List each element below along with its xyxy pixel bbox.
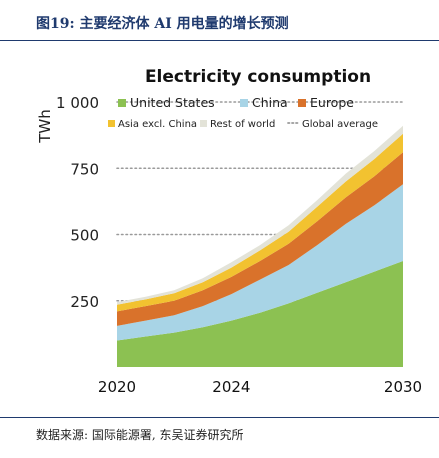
figure-title: 图19: 主要经济体 AI 用电量的增长预测	[36, 16, 289, 32]
legend: United States China Europe Asia excl. China…	[108, 95, 378, 130]
chart-title: Electricity consumption	[145, 67, 371, 87]
legend-swatch-europe	[298, 99, 306, 107]
y-axis-label: TWh	[36, 109, 54, 144]
legend-label-united-states: United States	[130, 95, 215, 110]
x-tick-labels: 2020 2024 2030	[98, 378, 422, 396]
legend-label-europe: Europe	[310, 95, 354, 110]
legend-label-global-average: Global average	[302, 119, 378, 130]
header-band	[0, 0, 439, 5]
legend-label-rest-of-world: Rest of world	[210, 119, 275, 130]
x-tick-label-2020: 2020	[98, 378, 136, 396]
stacked-areas	[117, 125, 403, 367]
x-tick-label-2030: 2030	[384, 378, 422, 396]
y-tick-label-750: 750	[70, 160, 99, 178]
header-rule	[0, 40, 439, 41]
footer-rule	[0, 417, 439, 418]
source-note: 数据来源: 国际能源署, 东吴证券研究所	[36, 428, 244, 442]
y-tick-label-250: 250	[70, 293, 99, 311]
legend-label-asia-excl-china: Asia excl. China	[118, 119, 197, 130]
legend-swatch-china	[240, 99, 248, 107]
legend-swatch-rest-of-world	[200, 120, 207, 127]
area-europe	[117, 152, 403, 326]
x-tick-label-2024: 2024	[212, 378, 250, 396]
y-tick-label-1000: 1 000	[56, 94, 99, 112]
legend-swatch-asia-excl-china	[108, 120, 115, 127]
y-tick-label-500: 500	[70, 227, 99, 245]
legend-swatch-united-states	[118, 99, 126, 107]
electricity-chart: Electricity consumption TWh 250 500 750 1 0…	[36, 67, 422, 396]
legend-label-china: China	[252, 95, 288, 110]
y-tick-labels: 250 500 750 1 000	[56, 94, 99, 311]
area-china	[117, 184, 403, 341]
